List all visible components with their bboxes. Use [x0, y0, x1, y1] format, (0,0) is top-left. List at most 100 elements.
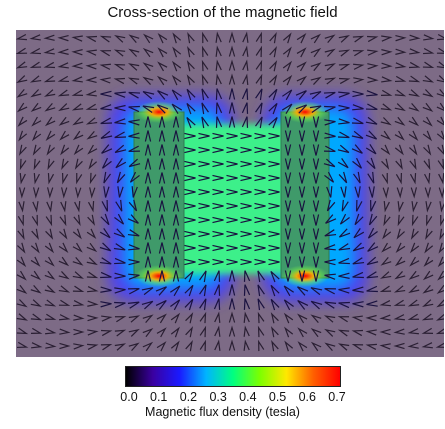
field-arrow [324, 342, 336, 351]
hotspot-right-bottom [281, 265, 329, 287]
field-arrow [423, 144, 432, 156]
field-arrow [410, 187, 418, 199]
field-arrow [324, 119, 336, 126]
field-arrow [144, 256, 152, 268]
field-arrow [29, 34, 41, 41]
field-arrow [410, 228, 419, 240]
field-arrow [310, 76, 322, 85]
field-arrow [43, 75, 56, 83]
field-arrow [213, 270, 221, 282]
field-arrow [438, 187, 444, 199]
field-arrow [312, 214, 320, 226]
field-arrow [198, 174, 210, 182]
field-arrow [32, 201, 39, 213]
field-arrow [297, 327, 308, 338]
field-arrow [437, 270, 444, 281]
field-arrow [16, 313, 29, 321]
field-arrow [184, 284, 194, 297]
field-arrow [366, 256, 379, 266]
field-arrow [297, 300, 309, 310]
field-arrow [338, 77, 351, 85]
field-arrow [170, 312, 181, 324]
field-arrow [437, 33, 444, 41]
field-arrow [142, 62, 154, 72]
field-arrow [393, 314, 405, 321]
field-arrow [100, 343, 113, 351]
field-arrow [395, 48, 407, 55]
field-arrow [72, 228, 82, 240]
field-arrow [185, 312, 194, 324]
field-arrow [228, 270, 236, 282]
field-arrow [310, 300, 323, 310]
field-arrow [212, 146, 224, 154]
field-arrow [87, 214, 96, 226]
field-arrow [298, 144, 306, 156]
field-arrow [381, 49, 393, 56]
field-arrow [297, 313, 308, 324]
field-arrow [228, 88, 236, 100]
field-arrow [128, 273, 140, 280]
field-arrow [379, 285, 392, 293]
hotspot-left-bottom [135, 265, 183, 287]
field-arrow [380, 130, 392, 141]
field-arrow [115, 199, 123, 212]
field-arrow [44, 102, 56, 112]
field-arrow [199, 325, 207, 338]
colorbar-tick-label: 0.7 [328, 390, 346, 404]
field-arrow [338, 104, 350, 112]
field-arrow [298, 200, 306, 212]
field-arrow [312, 256, 320, 268]
field-arrow [422, 75, 435, 83]
field-arrow [310, 33, 322, 44]
field-arrow [324, 288, 336, 295]
field-arrow [158, 186, 166, 198]
field-arrow [228, 116, 236, 128]
field-arrow [142, 76, 154, 85]
field-arrow [100, 130, 113, 139]
field-arrow [44, 256, 55, 267]
field-arrow [243, 339, 250, 351]
field-arrow [326, 199, 336, 212]
field-arrow [59, 130, 70, 141]
field-arrow [352, 50, 365, 57]
field-arrow [201, 88, 209, 101]
field-arrow [254, 160, 266, 168]
field-arrow [170, 299, 181, 311]
field-arrow [158, 214, 166, 226]
field-arrow [100, 104, 112, 111]
field-arrow [184, 188, 196, 196]
field-arrow [240, 160, 252, 168]
field-arrow [184, 298, 194, 311]
field-arrow [365, 130, 378, 140]
field-arrow [270, 298, 280, 311]
colorbar [125, 366, 341, 387]
field-arrow [184, 270, 194, 283]
field-arrow [100, 329, 113, 337]
field-arrow [16, 47, 28, 54]
field-arrow [382, 187, 389, 199]
field-arrow [158, 158, 166, 170]
field-arrow [199, 298, 207, 311]
field-arrow [156, 104, 169, 114]
field-arrow [16, 327, 29, 335]
field-arrow [158, 130, 166, 142]
field-arrow [436, 102, 444, 111]
field-arrow [408, 270, 420, 280]
field-arrow [421, 342, 433, 349]
field-arrow [310, 47, 322, 58]
field-arrow [114, 144, 127, 154]
field-arrow [284, 256, 292, 268]
field-arrow [367, 76, 379, 84]
field-arrow [128, 328, 140, 337]
field-arrow [86, 130, 98, 140]
field-arrow [100, 90, 112, 98]
colorbar-tick-label: 0.0 [120, 390, 138, 404]
field-arrow [228, 31, 236, 43]
magnetic-field-plot [16, 30, 444, 357]
field-arrow [113, 77, 126, 85]
field-arrow [215, 45, 222, 57]
field-arrow [86, 271, 99, 279]
field-arrow [296, 47, 307, 58]
field-arrow [365, 314, 377, 322]
field-arrow [425, 201, 432, 213]
